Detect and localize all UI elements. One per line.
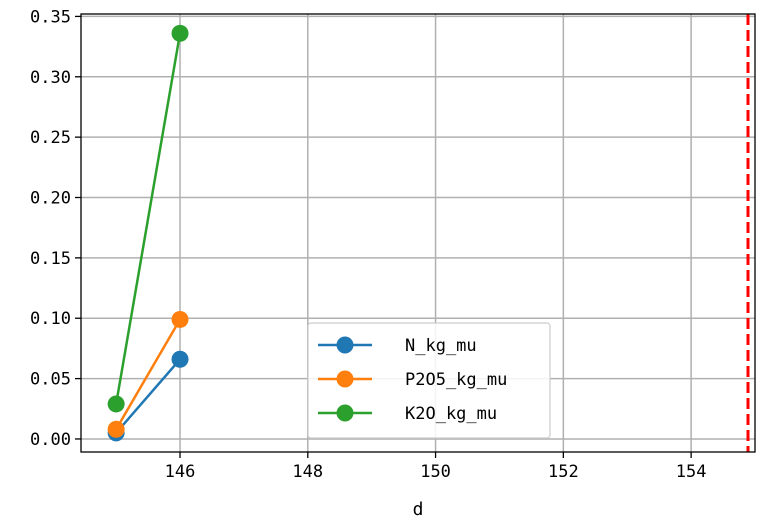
y-tick-label: 0.05 (30, 370, 71, 390)
x-tick-label: 152 (548, 462, 579, 482)
data-point (107, 395, 125, 413)
legend-marker (336, 370, 354, 388)
data-point (171, 310, 189, 328)
legend-marker (336, 336, 354, 354)
x-axis-label: d (413, 499, 424, 520)
data-point (171, 350, 189, 368)
series-K2O_kg_mu (107, 24, 189, 413)
y-tick-label: 0.35 (30, 7, 71, 27)
y-tick-label: 0.30 (30, 68, 71, 88)
legend-marker (336, 404, 354, 422)
y-tick-label: 0.00 (30, 430, 71, 450)
x-tick-label: 146 (165, 462, 196, 482)
axis-ticks: 146 148 150 152 154 0.00 0.05 0.10 0.15 0.20 0.25 0… (30, 7, 706, 482)
legend: N_kg_mu P2O5_kg_mu K2O_kg_mu (307, 322, 551, 439)
series-P2O5_kg_mu (107, 310, 189, 438)
y-tick-label: 0.20 (30, 189, 71, 209)
grid (81, 14, 755, 452)
legend-label: K2O_kg_mu (405, 404, 497, 424)
legend-label: N_kg_mu (405, 336, 477, 356)
x-tick-label: 148 (292, 462, 323, 482)
data-point (107, 420, 125, 438)
plot-area-frame (80, 13, 756, 453)
series-line (114, 33, 182, 405)
x-tick-label: 150 (420, 462, 451, 482)
series-line (115, 358, 181, 434)
y-tick-label: 0.25 (30, 128, 71, 148)
series-line (115, 318, 182, 430)
y-tick-label: 0.10 (30, 309, 71, 329)
data-point (171, 24, 189, 42)
legend-box (307, 322, 551, 439)
series-layer (107, 24, 189, 442)
y-tick-label: 0.15 (30, 249, 71, 269)
x-tick-label: 154 (676, 462, 707, 482)
legend-label: P2O5_kg_mu (405, 370, 507, 390)
